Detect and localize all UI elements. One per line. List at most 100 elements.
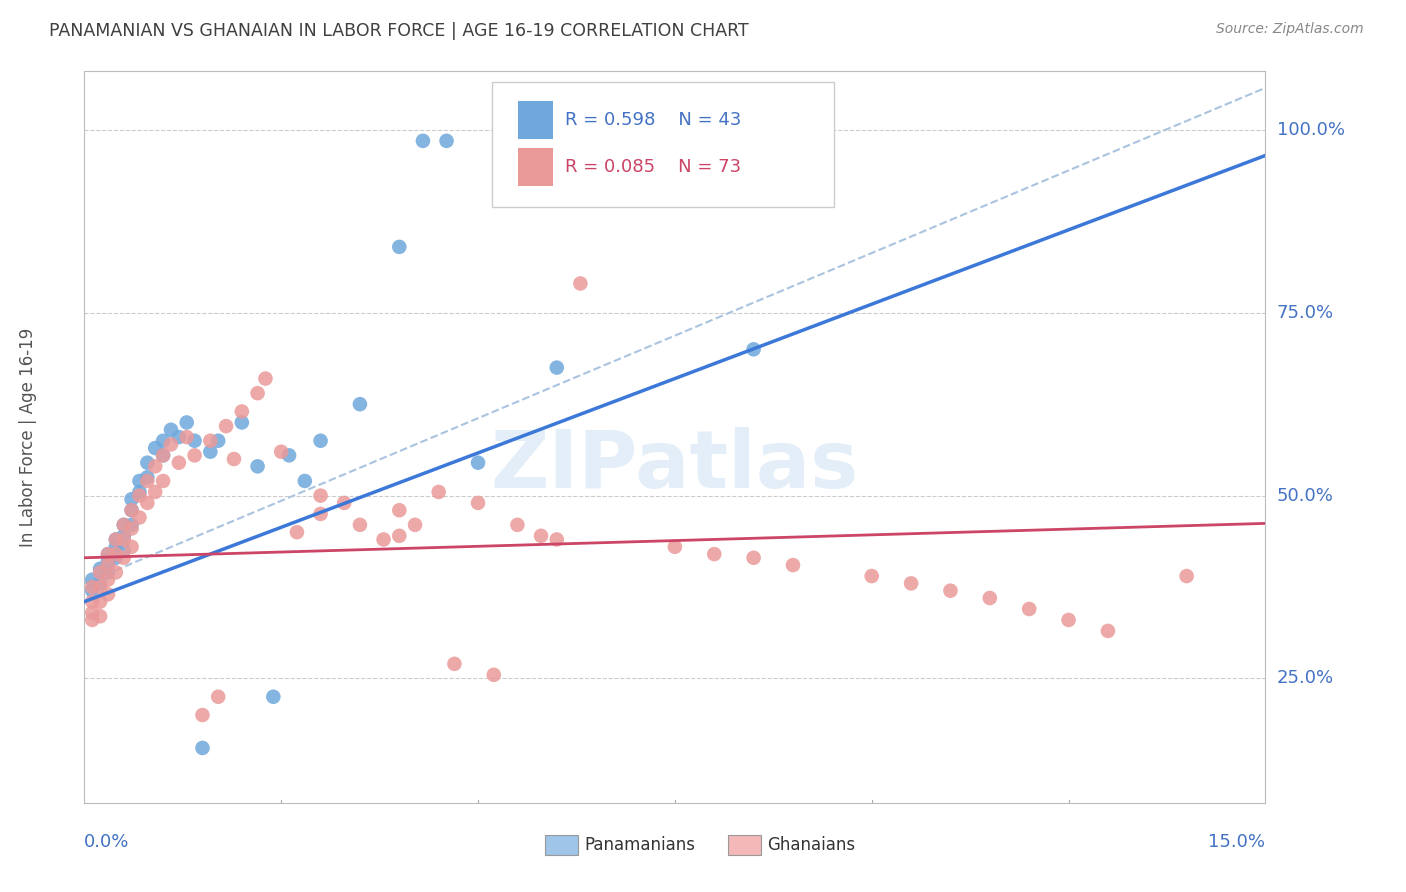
Point [121,521,143,535]
Point [546,360,568,375]
Point [143,485,166,500]
Point [176,416,198,430]
Point [1057,613,1080,627]
Point [467,496,489,510]
Point [82,580,104,594]
Point [136,470,159,484]
Point [349,397,371,411]
Point [104,547,127,561]
Point [900,576,922,591]
Point [82,594,104,608]
Point [97,558,120,573]
Point [112,517,135,532]
Point [506,517,529,532]
Point [128,489,150,503]
Point [104,533,127,547]
Point [143,459,166,474]
Point [136,474,159,488]
Point [254,371,277,385]
Point [152,448,174,462]
Text: Panamanians: Panamanians [583,836,695,855]
Point [82,573,104,587]
Text: 50.0%: 50.0% [1277,487,1333,505]
Point [160,423,183,437]
Point [104,550,127,565]
Point [443,657,465,671]
Point [309,434,332,448]
FancyBboxPatch shape [517,148,553,186]
Point [373,533,395,547]
Point [160,437,183,451]
Text: Source: ZipAtlas.com: Source: ZipAtlas.com [1216,22,1364,37]
Point [742,343,765,357]
Point [388,240,411,254]
Point [167,430,190,444]
Point [262,690,284,704]
Point [333,496,356,510]
Point [89,609,111,624]
Text: 25.0%: 25.0% [1277,670,1334,688]
Point [200,434,222,448]
Point [97,554,120,568]
Point [121,503,143,517]
Point [309,507,332,521]
Point [128,474,150,488]
Point [388,529,411,543]
Point [89,566,111,580]
Point [104,533,127,547]
Point [112,529,135,543]
Point [270,444,292,458]
Point [121,492,143,507]
Point [97,573,120,587]
Point [104,540,127,554]
Point [246,386,269,401]
Point [89,576,111,591]
Point [309,489,332,503]
Point [183,448,205,462]
Point [546,533,568,547]
Text: PANAMANIAN VS GHANAIAN IN LABOR FORCE | AGE 16-19 CORRELATION CHART: PANAMANIAN VS GHANAIAN IN LABOR FORCE | … [49,22,749,40]
Point [167,456,190,470]
Point [112,543,135,558]
Point [152,434,174,448]
Text: R = 0.085    N = 73: R = 0.085 N = 73 [565,158,741,177]
Point [285,525,308,540]
Text: In Labor Force | Age 16-19: In Labor Force | Age 16-19 [18,327,37,547]
Point [121,517,143,532]
Point [1018,602,1040,616]
Point [97,587,120,601]
FancyBboxPatch shape [728,835,761,855]
Point [215,419,238,434]
Point [1175,569,1198,583]
Text: Ghanaians: Ghanaians [768,836,855,855]
Text: 0.0%: 0.0% [84,833,129,851]
Point [664,540,686,554]
Point [200,444,222,458]
Point [231,404,253,418]
Point [246,459,269,474]
Point [89,562,111,576]
Point [128,485,150,500]
Point [294,474,316,488]
Point [207,690,229,704]
Point [143,441,166,455]
Text: 75.0%: 75.0% [1277,304,1334,322]
Point [278,448,301,462]
Point [82,606,104,620]
Point [89,580,111,594]
Point [388,503,411,517]
Text: 100.0%: 100.0% [1277,121,1344,139]
FancyBboxPatch shape [517,102,553,139]
Point [979,591,1001,605]
Point [412,134,434,148]
Point [782,558,804,573]
Point [136,456,159,470]
Point [349,517,371,532]
Text: R = 0.598    N = 43: R = 0.598 N = 43 [565,112,741,129]
Point [231,416,253,430]
Point [183,434,205,448]
Text: ZIPatlas: ZIPatlas [491,427,859,506]
Point [482,667,505,681]
Point [82,613,104,627]
Point [104,566,127,580]
